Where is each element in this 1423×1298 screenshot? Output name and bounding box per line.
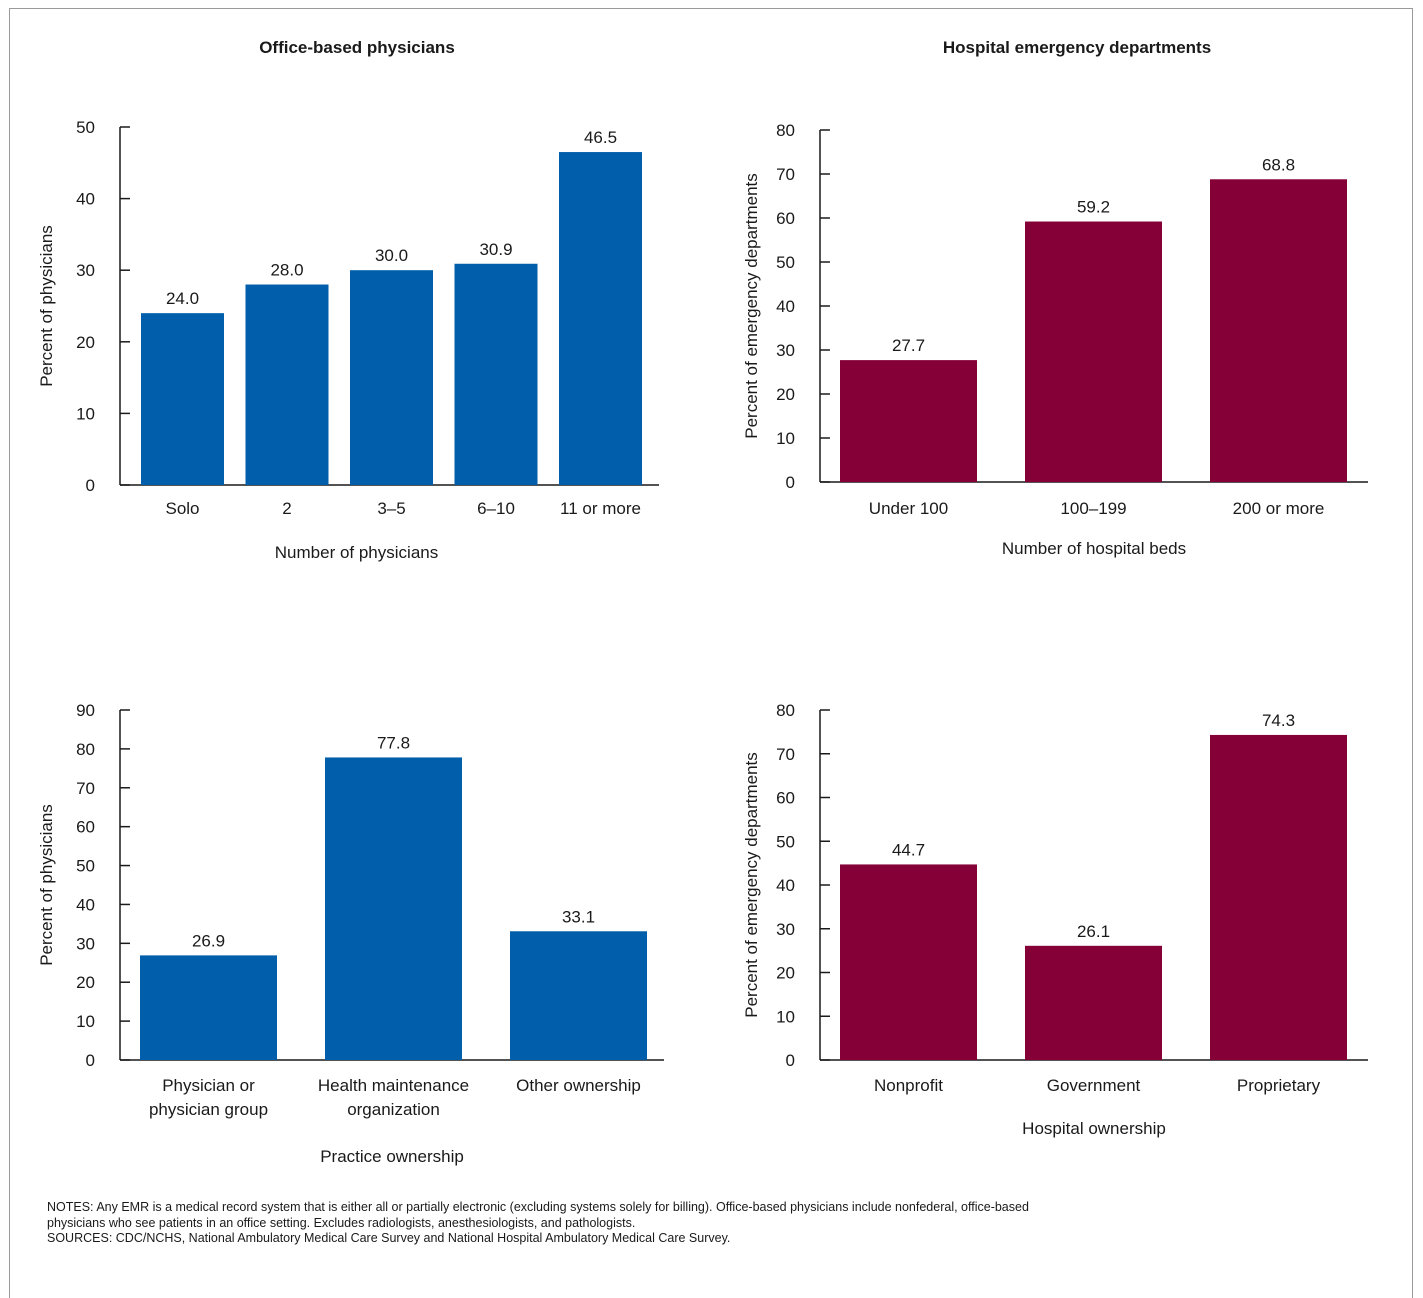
c1-bar (350, 270, 433, 485)
c4-category-label: Nonprofit (874, 1076, 943, 1095)
c3-y-tick-label: 10 (76, 1012, 95, 1031)
c2-category-label: Under 100 (869, 499, 948, 518)
c1-y-tick-label: 40 (76, 190, 95, 209)
c1-y-tick-label: 20 (76, 333, 95, 352)
c4-bar (1025, 945, 1162, 1060)
c4-y-tick-label: 80 (776, 701, 795, 720)
c2-x-axis-label: Number of hospital beds (1002, 539, 1186, 558)
c4-bar (1210, 734, 1347, 1060)
c3-value-label: 26.9 (192, 931, 225, 950)
c2-value-label: 27.7 (892, 336, 925, 355)
c1-y-tick-label: 10 (76, 404, 95, 423)
c3-bar (325, 757, 462, 1060)
c2-y-tick-label: 20 (776, 385, 795, 404)
c1-category-label: 11 or more (560, 499, 641, 518)
c3-y-axis-label: Percent of physicians (37, 804, 56, 966)
c4-category-label: Government (1047, 1076, 1141, 1095)
c1-value-label: 46.5 (584, 128, 617, 147)
c1-value-label: 28.0 (270, 261, 303, 280)
c2-bar (1025, 221, 1162, 482)
c1-y-tick-label: 50 (76, 118, 95, 137)
c3-x-axis-label: Practice ownership (320, 1147, 464, 1166)
c4-bar (840, 864, 977, 1060)
c1-value-label: 30.0 (375, 246, 408, 265)
c1-y-axis-label: Percent of physicians (37, 225, 56, 387)
c2-y-tick-label: 40 (776, 297, 795, 316)
c3-category-label: organization (347, 1100, 440, 1119)
c3-value-label: 77.8 (377, 733, 410, 752)
c4-value-label: 26.1 (1077, 922, 1110, 941)
figure-frame (9, 8, 1413, 1298)
c4-value-label: 44.7 (892, 840, 925, 859)
c2-y-axis-label: Percent of emergency departments (742, 173, 761, 439)
c1-value-label: 30.9 (479, 240, 512, 259)
c4-y-tick-label: 70 (776, 745, 795, 764)
c1-y-tick-label: 30 (76, 261, 95, 280)
notes-line-2: physicians who see patients in an office… (47, 1215, 636, 1230)
c3-value-label: 33.1 (562, 907, 595, 926)
c4-y-tick-label: 60 (776, 789, 795, 808)
c1-category-label: Solo (165, 499, 199, 518)
c4-x-axis-label: Hospital ownership (1022, 1119, 1166, 1138)
notes-block: NOTES: Any EMR is a medical record syste… (47, 1200, 1387, 1247)
c4-y-axis-label: Percent of emergency departments (742, 752, 761, 1018)
c2-y-tick-label: 0 (786, 473, 795, 492)
c1-y-tick-label: 0 (86, 476, 95, 495)
c3-category-label: physician group (149, 1100, 268, 1119)
c2-y-tick-label: 60 (776, 209, 795, 228)
c2-y-tick-label: 10 (776, 429, 795, 448)
c2-value-label: 68.8 (1262, 155, 1295, 174)
c3-y-tick-label: 0 (86, 1051, 95, 1070)
c2-category-label: 200 or more (1233, 499, 1325, 518)
c1-bar (454, 263, 538, 485)
left-column-title: Office-based physicians (259, 38, 455, 57)
c1-x-axis-label: Number of physicians (275, 543, 438, 562)
c1-category-label: 6–10 (477, 499, 515, 518)
c3-y-tick-label: 40 (76, 895, 95, 914)
c4-y-tick-label: 40 (776, 876, 795, 895)
c3-category-label: Health maintenance (318, 1076, 469, 1095)
c1-bar (245, 284, 329, 485)
c1-bar (141, 313, 224, 485)
c3-y-tick-label: 30 (76, 934, 95, 953)
c3-y-tick-label: 80 (76, 740, 95, 759)
c2-y-tick-label: 30 (776, 341, 795, 360)
c3-category-label: Physician or (162, 1076, 255, 1095)
c4-y-tick-label: 0 (786, 1051, 795, 1070)
sources-line: SOURCES: CDC/NCHS, National Ambulatory M… (47, 1231, 731, 1245)
c2-category-label: 100–199 (1060, 499, 1126, 518)
c4-value-label: 74.3 (1262, 711, 1295, 730)
c3-y-tick-label: 90 (76, 701, 95, 720)
c2-y-tick-label: 50 (776, 253, 795, 272)
right-column-title: Hospital emergency departments (942, 38, 1212, 57)
c2-bar (1210, 179, 1347, 482)
c3-y-tick-label: 20 (76, 973, 95, 992)
c4-y-tick-label: 10 (776, 1007, 795, 1026)
notes-line-1: NOTES: Any EMR is a medical record syste… (47, 1200, 1029, 1214)
c3-category-label: Other ownership (516, 1076, 641, 1095)
c2-y-tick-label: 70 (776, 165, 795, 184)
c2-bar (840, 360, 977, 482)
c1-bar (559, 152, 642, 485)
c3-y-tick-label: 60 (76, 818, 95, 837)
c3-y-tick-label: 70 (76, 779, 95, 798)
c4-y-tick-label: 50 (776, 832, 795, 851)
c1-category-label: 3–5 (377, 499, 405, 518)
c1-value-label: 24.0 (166, 289, 199, 308)
c1-category-label: 2 (282, 499, 291, 518)
c3-bar (510, 931, 647, 1060)
c4-category-label: Proprietary (1237, 1076, 1321, 1095)
c4-y-tick-label: 30 (776, 920, 795, 939)
c3-y-tick-label: 50 (76, 857, 95, 876)
c2-y-tick-label: 80 (776, 121, 795, 140)
c3-bar (140, 955, 277, 1060)
c4-y-tick-label: 20 (776, 964, 795, 983)
c2-value-label: 59.2 (1077, 198, 1110, 217)
